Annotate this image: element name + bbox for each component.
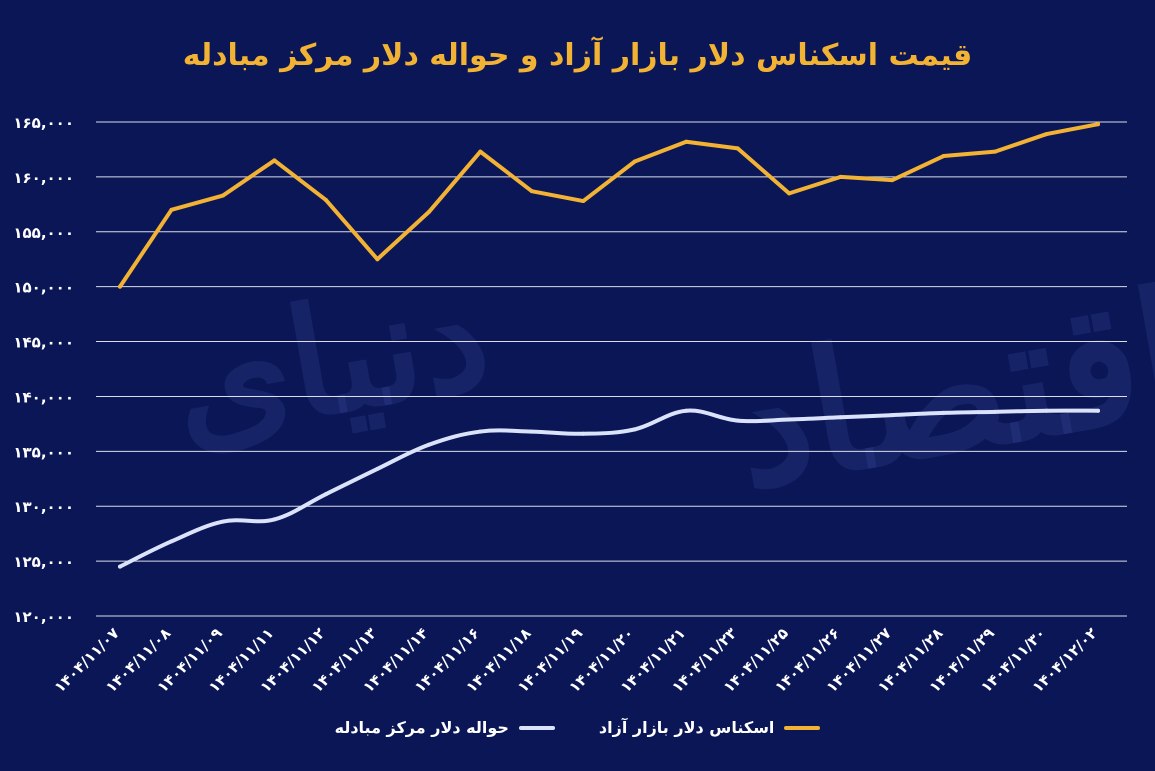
series-1-point-2 xyxy=(220,519,225,524)
series-line-1 xyxy=(118,408,1100,569)
series-1-point-1 xyxy=(169,539,174,544)
series-0-point-3 xyxy=(272,158,277,163)
series-1-point-12 xyxy=(735,418,740,423)
legend-swatch-exchange-center xyxy=(518,725,555,730)
series-0-point-17 xyxy=(993,149,998,154)
series-0-point-15 xyxy=(890,178,895,183)
series-1-point-0 xyxy=(118,564,122,569)
series-1-point-11 xyxy=(684,408,689,413)
y-tick-label-9: ۱۶۵,۰۰۰ xyxy=(13,114,74,132)
series-1-point-7 xyxy=(478,429,483,434)
series-1-point-3 xyxy=(272,517,277,522)
y-tick-label-2: ۱۳۰,۰۰۰ xyxy=(13,498,74,516)
legend-item-free-market: اسکناس دلار بازار آزاد xyxy=(599,718,821,737)
legend-label-free-market: اسکناس دلار بازار آزاد xyxy=(598,718,775,737)
series-line-0 xyxy=(118,122,1100,289)
series-0-point-1 xyxy=(169,207,174,212)
y-tick-label-5: ۱۴۵,۰۰۰ xyxy=(13,334,74,352)
series-1-point-6 xyxy=(426,442,431,447)
series-0-point-8 xyxy=(529,189,534,194)
series-0-point-5 xyxy=(375,257,380,262)
legend-label-exchange-center: حواله دلار مرکز مبادله xyxy=(334,718,509,737)
series-1-point-9 xyxy=(581,431,586,436)
series-1-point-4 xyxy=(323,492,328,497)
series-1-point-19 xyxy=(1096,408,1100,413)
series-0-point-4 xyxy=(323,197,328,202)
series-1-point-16 xyxy=(941,410,946,415)
y-tick-label-8: ۱۶۰,۰۰۰ xyxy=(13,169,74,187)
legend-swatch-free-market xyxy=(784,725,821,730)
series-0-point-10 xyxy=(632,159,637,164)
series-1-point-8 xyxy=(529,429,534,434)
series-0-point-11 xyxy=(684,139,689,144)
series-0-point-7 xyxy=(478,149,483,154)
legend: اسکناس دلار بازار آزاد حواله دلار مرکز م… xyxy=(0,718,1155,737)
series-1-point-5 xyxy=(375,466,380,471)
series-0-point-19 xyxy=(1096,122,1100,127)
y-tick-label-4: ۱۴۰,۰۰۰ xyxy=(13,388,74,406)
series-0-point-16 xyxy=(941,154,946,159)
y-tick-label-3: ۱۳۵,۰۰۰ xyxy=(13,443,74,461)
series-1-point-15 xyxy=(890,413,895,418)
series-0-point-6 xyxy=(426,210,431,215)
series-0-point-2 xyxy=(220,193,225,198)
series-0-point-14 xyxy=(838,174,843,179)
legend-item-exchange-center: حواله دلار مرکز مبادله xyxy=(335,718,555,737)
series-0-point-12 xyxy=(735,146,740,151)
series-0-point-18 xyxy=(1044,132,1049,137)
chart-title: قیمت اسکناس دلار بازار آزاد و حواله دلار… xyxy=(182,38,973,73)
y-tick-label-6: ۱۵۰,۰۰۰ xyxy=(13,279,74,297)
series-1-point-13 xyxy=(787,417,792,422)
y-tick-label-1: ۱۲۵,۰۰۰ xyxy=(13,553,74,571)
series-1-point-18 xyxy=(1044,408,1049,413)
series-0-point-9 xyxy=(581,199,586,204)
series-1-point-14 xyxy=(838,415,843,420)
series-1-point-17 xyxy=(993,409,998,414)
series-0-point-0 xyxy=(118,284,122,289)
y-tick-label-0: ۱۲۰,۰۰۰ xyxy=(13,608,74,626)
y-tick-label-7: ۱۵۵,۰۰۰ xyxy=(13,224,74,242)
series-1-point-10 xyxy=(632,427,637,432)
series-0-point-13 xyxy=(787,191,792,196)
